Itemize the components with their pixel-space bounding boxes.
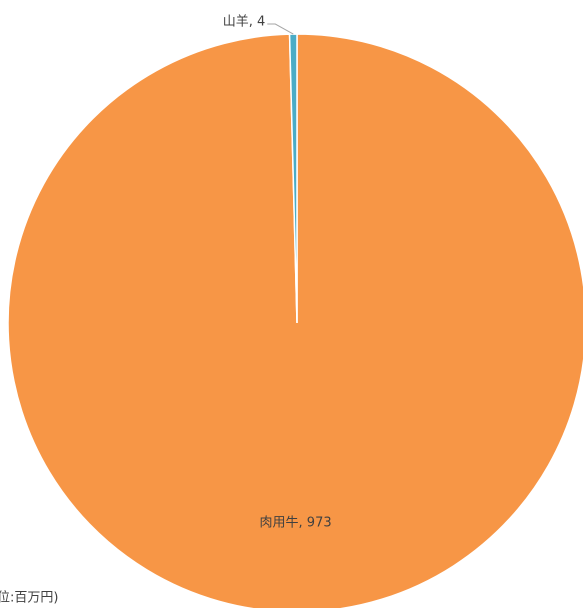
leader-line [267, 23, 294, 35]
unit-note: 位:百万円) [0, 591, 58, 606]
data-label: 山羊, 4 [223, 14, 266, 30]
pie-slice [7, 33, 583, 608]
data-label: 肉用牛, 973 [260, 515, 332, 530]
